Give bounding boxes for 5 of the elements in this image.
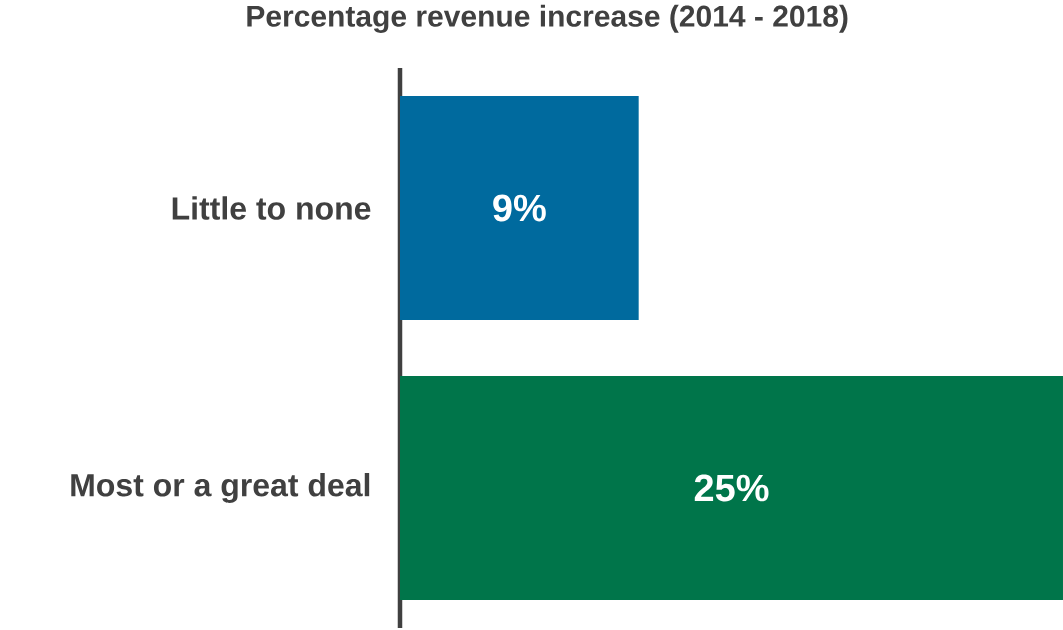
y-tick-label: Little to none	[172, 196, 371, 220]
y-tick-label: Most or a great deal	[71, 472, 370, 503]
data-label: 9%	[493, 194, 546, 222]
data-label: 25%	[694, 474, 769, 502]
chart-title: Percentage revenue increase (2014 - 2018)	[247, 4, 848, 33]
